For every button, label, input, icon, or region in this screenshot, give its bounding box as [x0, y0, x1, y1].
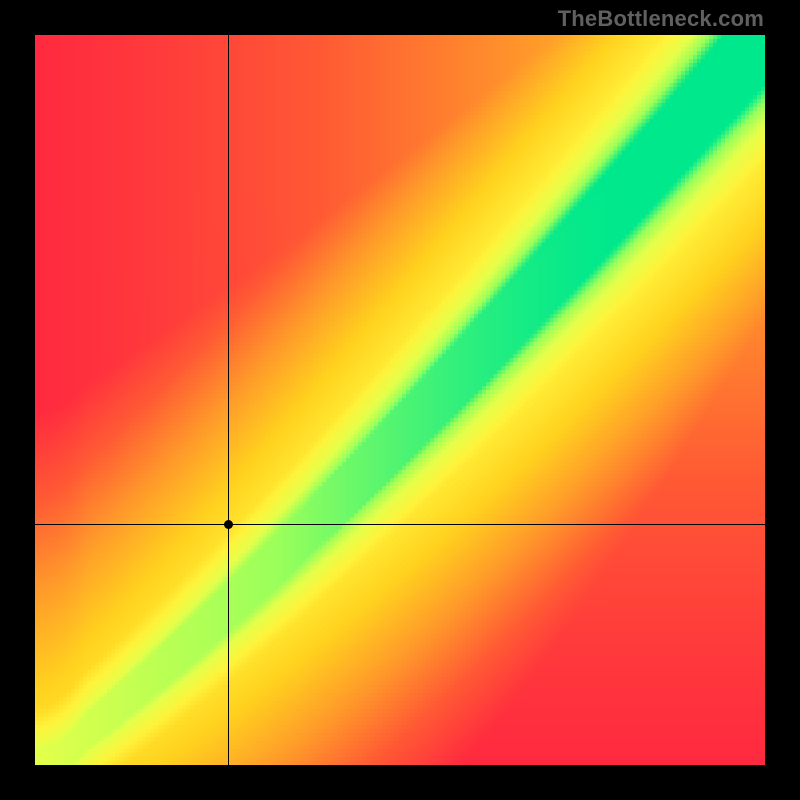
watermark-text: TheBottleneck.com [558, 6, 764, 32]
crosshair-vertical [228, 35, 229, 765]
crosshair-horizontal [35, 524, 765, 525]
heatmap-canvas [35, 35, 765, 765]
crosshair-marker [224, 520, 233, 529]
bottleneck-heatmap [35, 35, 765, 765]
